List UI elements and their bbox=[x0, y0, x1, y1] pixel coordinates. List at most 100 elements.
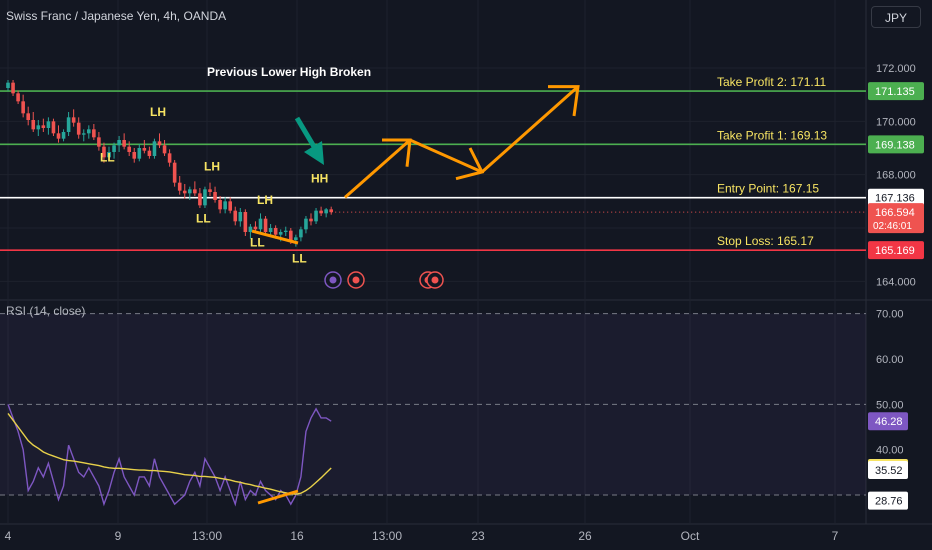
swing-label: HH bbox=[311, 172, 328, 186]
swing-label: LL bbox=[100, 150, 115, 164]
price-tick-label: 172.000 bbox=[876, 63, 916, 75]
level-label: Stop Loss: 165.17 bbox=[717, 234, 814, 248]
candle-body bbox=[243, 212, 248, 232]
candle-body bbox=[142, 148, 147, 151]
projection-leg bbox=[481, 85, 579, 174]
candle-body bbox=[31, 120, 36, 130]
breakout-arrow-head bbox=[304, 141, 324, 165]
candle-body bbox=[289, 230, 293, 240]
price-axis: 172.000170.000168.000166.000164.000171.1… bbox=[5, 63, 924, 543]
candle-body bbox=[41, 125, 46, 128]
candle-body bbox=[61, 132, 66, 139]
candle-body bbox=[162, 145, 167, 154]
candle-body bbox=[102, 146, 106, 158]
rsi-axis-badge-label: 35.52 bbox=[875, 465, 903, 477]
level-label: Take Profit 1: 169.13 bbox=[717, 128, 827, 142]
breakout-arrow-shaft bbox=[294, 116, 319, 152]
candle-body bbox=[66, 117, 71, 132]
grid bbox=[0, 0, 932, 525]
swing-label: LH bbox=[150, 105, 166, 119]
price-tick-label: 164.000 bbox=[876, 276, 916, 288]
rsi-divergence-line bbox=[257, 489, 299, 505]
level-axis-badge bbox=[868, 188, 924, 207]
candle-body bbox=[309, 218, 313, 222]
level-axis-badge bbox=[868, 135, 924, 154]
candle-body bbox=[152, 141, 157, 156]
candle-body bbox=[6, 82, 10, 88]
swing-label: LL bbox=[196, 212, 211, 226]
candle-body bbox=[198, 193, 202, 206]
candle-body bbox=[117, 140, 121, 146]
candle-body bbox=[324, 209, 328, 214]
projection-arrowhead bbox=[548, 85, 580, 117]
rsi-ma-line bbox=[7, 412, 332, 495]
candle-body bbox=[193, 189, 197, 194]
rsi-title[interactable]: RSI (14, close) bbox=[6, 304, 86, 318]
candle-body bbox=[157, 141, 162, 146]
candle-body bbox=[228, 201, 232, 211]
level-label: Take Profit 2: 171.11 bbox=[717, 75, 827, 89]
candle-body bbox=[182, 190, 187, 194]
candle-body bbox=[177, 182, 182, 191]
rsi-pane bbox=[0, 313, 866, 507]
time-tick-label: 16 bbox=[290, 529, 304, 543]
level-axis-badge-label: 169.138 bbox=[875, 139, 915, 151]
candle-body bbox=[273, 228, 278, 235]
countdown-label: 02:46:01 bbox=[873, 221, 912, 232]
level-axis-badge-label: 171.135 bbox=[875, 86, 915, 98]
candle-body bbox=[188, 189, 192, 194]
candle-body bbox=[127, 146, 131, 152]
candle-body bbox=[56, 133, 61, 139]
candle-body bbox=[107, 152, 111, 158]
level-axis-badge bbox=[868, 82, 924, 101]
candle-body bbox=[213, 192, 217, 200]
candle-body bbox=[36, 125, 41, 130]
candle-body bbox=[172, 162, 177, 183]
time-tick-label: 9 bbox=[115, 529, 122, 543]
time-tick-label: 13:00 bbox=[192, 529, 222, 543]
candle-body bbox=[51, 121, 56, 134]
candle-body bbox=[314, 210, 318, 222]
rsi-tick-label: 40.00 bbox=[876, 445, 904, 457]
rsi-axis-badge bbox=[868, 491, 908, 510]
event-icon-dot bbox=[329, 276, 337, 284]
event-icon-dot bbox=[352, 276, 360, 284]
candle-body bbox=[278, 232, 283, 235]
currency-button[interactable]: JPY bbox=[871, 6, 921, 28]
candle-body bbox=[137, 148, 142, 159]
price-tick-label: 170.000 bbox=[876, 116, 916, 128]
swing-label: LH bbox=[257, 193, 273, 207]
candle-body bbox=[76, 122, 81, 135]
level-axis-badge bbox=[868, 241, 924, 260]
time-tick-label: 4 bbox=[5, 529, 12, 543]
current-price-badge bbox=[868, 203, 924, 234]
time-tick-label: 26 bbox=[578, 529, 592, 543]
rsi-tick-label: 60.00 bbox=[876, 354, 904, 366]
level-axis-badge-label: 165.169 bbox=[875, 245, 915, 257]
price-tick-label: 168.000 bbox=[876, 170, 916, 182]
price-pane: Take Profit 2: 171.11 Take Profit 1: 169.… bbox=[0, 65, 866, 289]
rsi-axis-badge-label: 46.28 bbox=[875, 416, 903, 428]
symbol-title[interactable]: Swiss Franc / Japanese Yen, 4h, OANDA bbox=[6, 9, 227, 23]
projection-leg bbox=[344, 138, 411, 199]
candle-body bbox=[81, 133, 86, 135]
candle-body bbox=[299, 229, 303, 238]
candle-body bbox=[97, 137, 101, 147]
rsi-axis-badge bbox=[868, 412, 908, 431]
candle-body bbox=[11, 82, 15, 94]
candle-body bbox=[253, 226, 258, 230]
candle-body bbox=[147, 150, 152, 156]
candle-body bbox=[122, 140, 126, 147]
candle-body bbox=[203, 189, 207, 206]
candle-body bbox=[218, 200, 222, 210]
candle-body bbox=[87, 129, 91, 134]
candle-body bbox=[248, 226, 253, 232]
candle-body bbox=[233, 210, 238, 222]
rsi-tick-label: 50.00 bbox=[876, 399, 904, 411]
price-divergence-line bbox=[251, 229, 299, 245]
candle-body bbox=[263, 218, 268, 232]
candle-body bbox=[92, 129, 96, 138]
candle-body bbox=[46, 121, 51, 128]
candle-body bbox=[238, 212, 243, 222]
